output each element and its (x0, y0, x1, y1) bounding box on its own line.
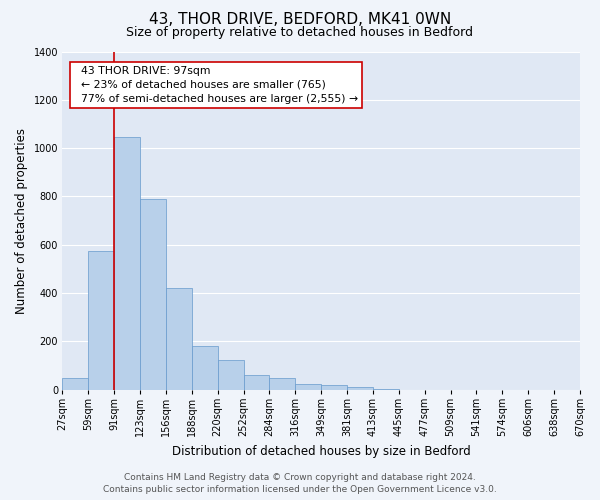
Bar (166, 288, 192, 390)
Bar (244, 374, 269, 390)
X-axis label: Distribution of detached houses by size in Bedford: Distribution of detached houses by size … (172, 444, 470, 458)
Bar (347, 388, 373, 390)
Bar (114, 138, 140, 390)
Bar (295, 384, 321, 390)
Bar (192, 346, 218, 390)
Bar (218, 360, 244, 390)
Text: 43 THOR DRIVE: 97sqm
  ← 23% of detached houses are smaller (765)
  77% of semi-: 43 THOR DRIVE: 97sqm ← 23% of detached h… (74, 66, 358, 104)
Text: Size of property relative to detached houses in Bedford: Size of property relative to detached ho… (127, 26, 473, 39)
Y-axis label: Number of detached properties: Number of detached properties (15, 128, 28, 314)
Bar (62, 378, 88, 390)
Bar (269, 378, 295, 390)
Bar (321, 385, 347, 390)
Bar (140, 199, 166, 390)
Bar (88, 251, 114, 390)
Text: 43, THOR DRIVE, BEDFORD, MK41 0WN: 43, THOR DRIVE, BEDFORD, MK41 0WN (149, 12, 451, 28)
Bar (373, 388, 399, 390)
Text: Contains HM Land Registry data © Crown copyright and database right 2024.
Contai: Contains HM Land Registry data © Crown c… (103, 472, 497, 494)
